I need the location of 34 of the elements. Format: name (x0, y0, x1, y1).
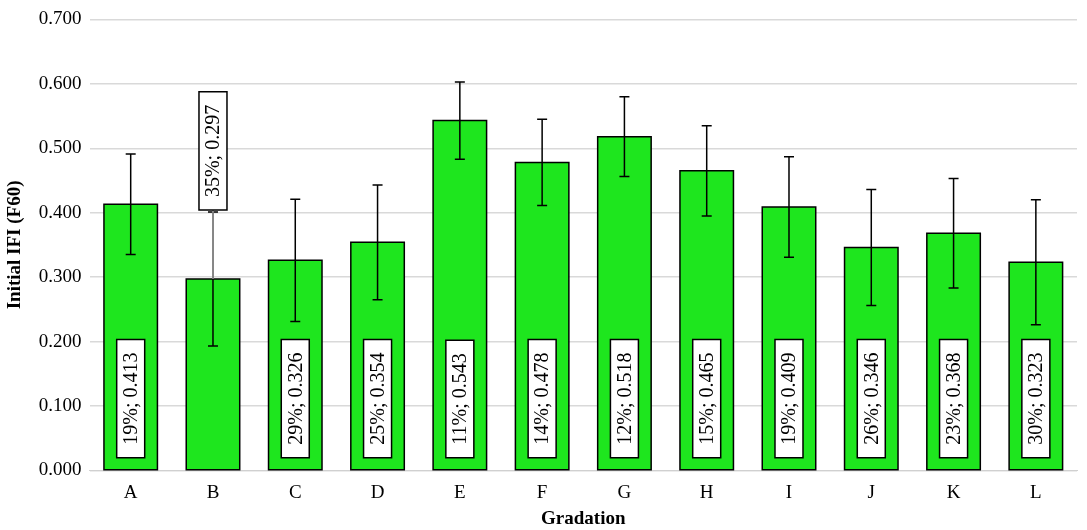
data-label: 19%; 0.413 (118, 352, 141, 445)
data-label: 12%; 0.518 (612, 352, 635, 445)
data-label: 23%; 0.368 (941, 352, 964, 445)
x-tick-label: J (867, 480, 875, 502)
y-tick-label: 0.500 (38, 136, 82, 158)
y-tick-label: 0.700 (38, 7, 82, 29)
x-axis-title: Gradation (541, 506, 626, 528)
x-tick-label: K (946, 480, 961, 502)
data-label: 19%; 0.409 (777, 352, 800, 445)
y-tick-label: 0.300 (38, 265, 82, 287)
y-tick-label: 0.600 (38, 71, 82, 93)
x-tick-label: H (699, 480, 714, 502)
data-label: 26%; 0.346 (859, 352, 882, 445)
x-tick-label: C (288, 480, 302, 502)
y-axis-title: Initial IFI (F60) (3, 180, 26, 310)
data-label: 11%; 0.543 (448, 353, 471, 445)
data-label: 29%; 0.326 (283, 352, 306, 445)
x-tick-label: I (785, 480, 793, 502)
data-label: 15%; 0.465 (694, 352, 717, 445)
y-tick-label: 0.400 (38, 200, 82, 222)
x-tick-label: L (1030, 480, 1042, 502)
x-tick-label: G (617, 480, 632, 502)
x-tick-label: A (123, 480, 138, 502)
data-label: 30%; 0.323 (1024, 352, 1047, 445)
x-tick-label: E (454, 480, 466, 502)
data-label: 25%; 0.354 (365, 352, 388, 445)
data-label: 35%; 0.297 (201, 104, 224, 198)
y-tick-label: 0.200 (38, 329, 82, 351)
y-tick-label: 0.000 (38, 458, 82, 480)
data-label: 14%; 0.478 (530, 352, 553, 445)
x-tick-label: F (536, 480, 548, 502)
x-tick-label: D (370, 480, 385, 502)
y-tick-label: 0.100 (38, 393, 82, 415)
x-tick-label: B (206, 480, 220, 502)
